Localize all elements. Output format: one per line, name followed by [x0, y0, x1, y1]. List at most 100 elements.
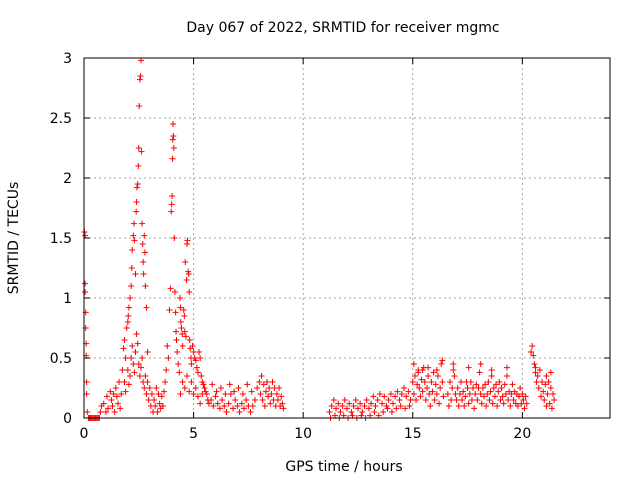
y-tick-label: 1	[63, 291, 72, 307]
data-point	[411, 373, 418, 379]
data-point	[143, 304, 150, 311]
data-point	[190, 391, 197, 397]
data-point	[418, 376, 425, 383]
data-point	[251, 397, 258, 403]
data-point	[174, 349, 181, 355]
data-point	[104, 393, 111, 400]
data-point	[528, 349, 535, 355]
data-point	[488, 367, 495, 373]
data-point	[454, 385, 461, 391]
data-point	[82, 280, 89, 287]
data-point	[456, 391, 463, 397]
data-point	[167, 285, 174, 292]
data-point	[194, 393, 201, 400]
data-point	[534, 373, 541, 379]
data-point	[125, 313, 132, 319]
y-tick-label: 1.5	[50, 231, 72, 247]
data-point	[223, 409, 230, 415]
data-point	[425, 364, 432, 371]
data-point	[205, 400, 212, 407]
data-point	[259, 397, 266, 403]
data-point	[545, 379, 552, 385]
data-point	[132, 271, 139, 277]
data-point	[400, 385, 407, 391]
data-point	[448, 397, 455, 403]
data-point	[111, 409, 118, 415]
data-point	[381, 393, 388, 400]
data-point	[129, 343, 136, 349]
y-tick-label: 2.5	[50, 111, 72, 127]
data-point	[117, 405, 124, 412]
data-point	[116, 379, 123, 385]
data-point	[221, 403, 228, 409]
data-point	[516, 393, 523, 400]
data-point	[436, 400, 443, 407]
data-point	[266, 385, 273, 391]
data-point	[113, 393, 120, 400]
data-point	[148, 391, 155, 397]
chart-title: Day 067 of 2022, SRMTID for receiver mgm…	[186, 20, 499, 36]
data-point	[128, 283, 135, 289]
data-point	[108, 397, 115, 403]
data-point	[240, 405, 247, 412]
data-point	[127, 295, 134, 301]
data-point	[136, 373, 143, 379]
y-tick-label: 3	[63, 51, 72, 67]
data-point	[403, 393, 410, 400]
data-point	[535, 385, 542, 391]
data-point	[278, 393, 285, 400]
data-point	[280, 405, 287, 412]
data-point	[494, 403, 501, 409]
data-point	[216, 405, 223, 412]
data-point	[505, 397, 512, 403]
data-point	[163, 367, 170, 373]
data-point	[192, 357, 199, 364]
data-point	[434, 373, 441, 379]
data-point	[134, 340, 141, 347]
data-point	[181, 328, 188, 335]
data-point	[175, 361, 182, 367]
data-point	[121, 379, 128, 385]
data-point	[186, 289, 193, 295]
data-point	[212, 393, 219, 400]
data-point	[137, 73, 144, 79]
data-point	[437, 385, 444, 391]
data-point	[184, 237, 191, 244]
data-point	[440, 393, 447, 400]
data-point	[419, 388, 426, 395]
plot-frame	[83, 57, 611, 419]
data-point	[348, 409, 355, 415]
x-tick-label: 10	[294, 426, 312, 442]
data-point	[141, 232, 148, 239]
data-point	[118, 391, 125, 397]
data-point	[127, 373, 134, 379]
data-point	[507, 403, 514, 409]
data-point	[333, 405, 340, 412]
data-point	[461, 403, 468, 409]
data-point	[146, 385, 153, 391]
data-point	[396, 397, 403, 403]
data-point	[182, 333, 189, 340]
data-point	[136, 103, 143, 109]
data-point	[102, 409, 109, 415]
y-tick-label: 2	[63, 171, 72, 187]
data-point	[262, 388, 269, 395]
y-axis-label: SRMTID / TECUs	[6, 182, 22, 295]
data-point	[464, 385, 471, 391]
y-tick-label: 0	[63, 411, 72, 427]
data-point	[339, 403, 346, 409]
data-point	[119, 367, 126, 373]
data-point	[368, 400, 375, 407]
data-point	[234, 403, 241, 409]
data-point	[169, 193, 176, 199]
data-point	[276, 385, 283, 391]
data-point	[197, 400, 204, 407]
data-point	[371, 409, 378, 415]
data-point	[176, 295, 183, 301]
data-point	[503, 373, 510, 379]
data-point	[264, 379, 271, 385]
data-point	[344, 405, 350, 412]
data-point	[142, 283, 149, 289]
data-point	[410, 391, 417, 397]
